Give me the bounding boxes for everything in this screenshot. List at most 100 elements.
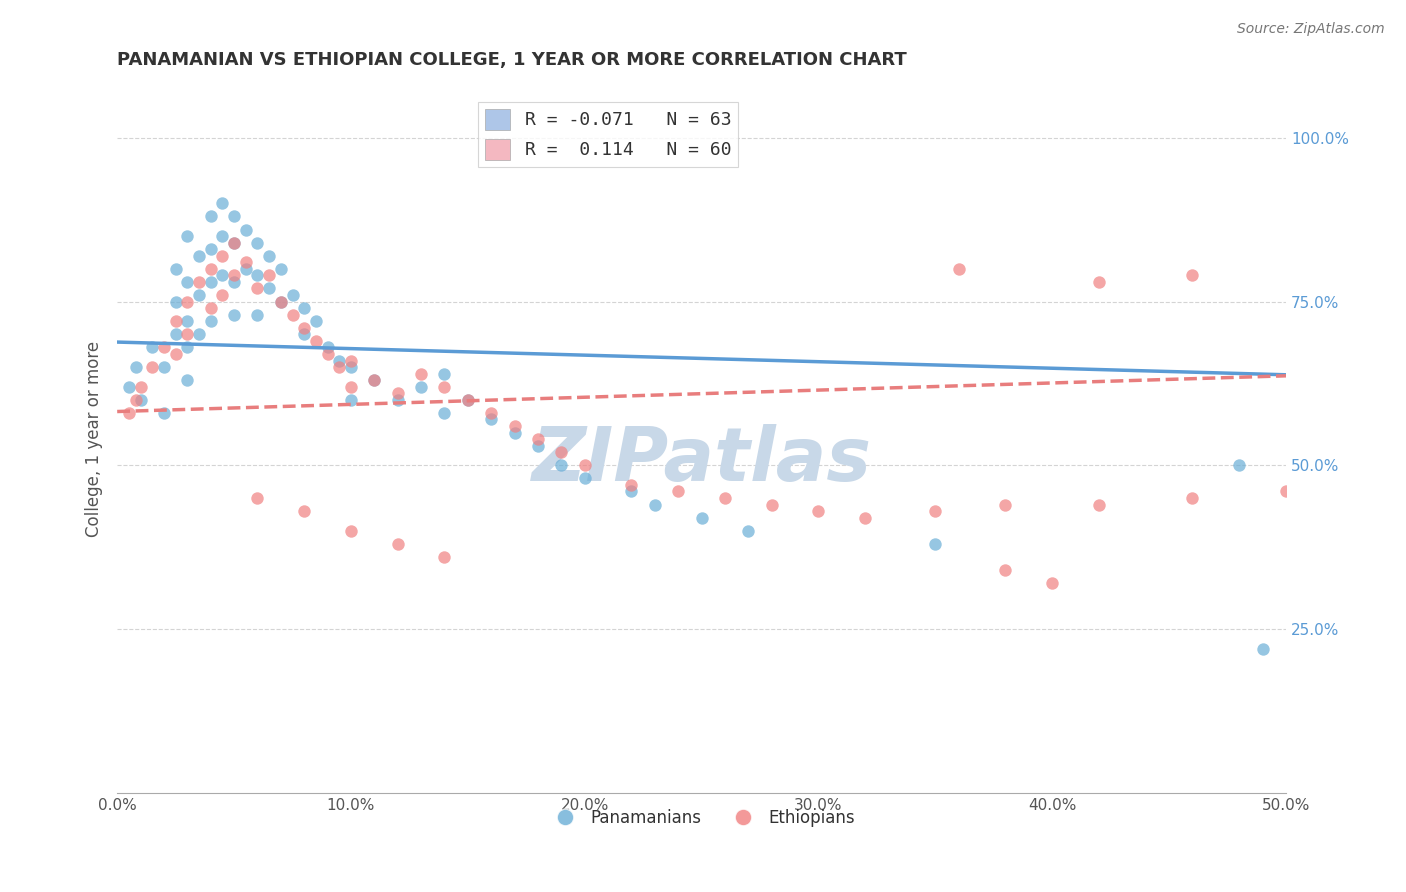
Point — [270, 261, 292, 276]
Point — [235, 255, 257, 269]
Point — [924, 504, 946, 518]
Point — [853, 510, 876, 524]
Point — [574, 458, 596, 473]
Point — [503, 419, 526, 434]
Point — [176, 373, 198, 387]
Point — [165, 327, 187, 342]
Point — [550, 458, 572, 473]
Point — [1251, 641, 1274, 656]
Point — [433, 367, 456, 381]
Point — [948, 261, 970, 276]
Point — [409, 367, 432, 381]
Point — [292, 504, 315, 518]
Point — [737, 524, 759, 538]
Point — [644, 498, 666, 512]
Point — [222, 308, 245, 322]
Point — [328, 360, 350, 375]
Point — [574, 471, 596, 485]
Point — [246, 491, 269, 505]
Point — [620, 484, 643, 499]
Point — [125, 392, 148, 407]
Point — [176, 229, 198, 244]
Point — [924, 537, 946, 551]
Point — [1227, 458, 1250, 473]
Point — [211, 268, 233, 283]
Point — [200, 314, 222, 328]
Point — [118, 380, 141, 394]
Point — [994, 563, 1017, 577]
Point — [316, 340, 339, 354]
Point — [340, 392, 363, 407]
Point — [270, 294, 292, 309]
Point — [188, 249, 211, 263]
Point — [550, 445, 572, 459]
Point — [305, 334, 328, 348]
Point — [387, 392, 409, 407]
Point — [165, 294, 187, 309]
Point — [222, 235, 245, 250]
Point — [235, 261, 257, 276]
Point — [666, 484, 689, 499]
Point — [1275, 484, 1298, 499]
Point — [176, 275, 198, 289]
Point — [1181, 268, 1204, 283]
Point — [281, 308, 304, 322]
Point — [340, 360, 363, 375]
Point — [246, 308, 269, 322]
Point — [246, 235, 269, 250]
Point — [257, 268, 280, 283]
Point — [340, 380, 363, 394]
Point — [328, 353, 350, 368]
Point — [153, 360, 176, 375]
Point — [188, 327, 211, 342]
Point — [807, 504, 830, 518]
Point — [387, 537, 409, 551]
Point — [305, 314, 328, 328]
Point — [141, 340, 163, 354]
Point — [188, 288, 211, 302]
Point — [165, 314, 187, 328]
Point — [994, 498, 1017, 512]
Point — [129, 380, 152, 394]
Point — [527, 439, 550, 453]
Point — [222, 275, 245, 289]
Point — [457, 392, 479, 407]
Legend: Panamanians, Ethiopians: Panamanians, Ethiopians — [541, 803, 862, 834]
Point — [257, 249, 280, 263]
Point — [340, 353, 363, 368]
Point — [200, 275, 222, 289]
Point — [1322, 478, 1344, 492]
Point — [1392, 471, 1406, 485]
Point — [211, 196, 233, 211]
Point — [200, 242, 222, 256]
Point — [270, 294, 292, 309]
Point — [363, 373, 385, 387]
Point — [211, 229, 233, 244]
Point — [1040, 576, 1063, 591]
Text: Source: ZipAtlas.com: Source: ZipAtlas.com — [1237, 22, 1385, 37]
Point — [200, 261, 222, 276]
Point — [246, 268, 269, 283]
Point — [125, 360, 148, 375]
Point — [188, 275, 211, 289]
Point — [1088, 275, 1111, 289]
Point — [118, 406, 141, 420]
Point — [176, 314, 198, 328]
Point — [340, 524, 363, 538]
Point — [153, 406, 176, 420]
Point — [165, 261, 187, 276]
Point — [527, 432, 550, 446]
Text: PANAMANIAN VS ETHIOPIAN COLLEGE, 1 YEAR OR MORE CORRELATION CHART: PANAMANIAN VS ETHIOPIAN COLLEGE, 1 YEAR … — [117, 51, 907, 69]
Point — [292, 327, 315, 342]
Point — [129, 392, 152, 407]
Point — [714, 491, 737, 505]
Point — [1088, 498, 1111, 512]
Point — [433, 380, 456, 394]
Point — [457, 392, 479, 407]
Point — [620, 478, 643, 492]
Point — [141, 360, 163, 375]
Point — [761, 498, 783, 512]
Point — [200, 301, 222, 315]
Point — [222, 235, 245, 250]
Point — [387, 386, 409, 401]
